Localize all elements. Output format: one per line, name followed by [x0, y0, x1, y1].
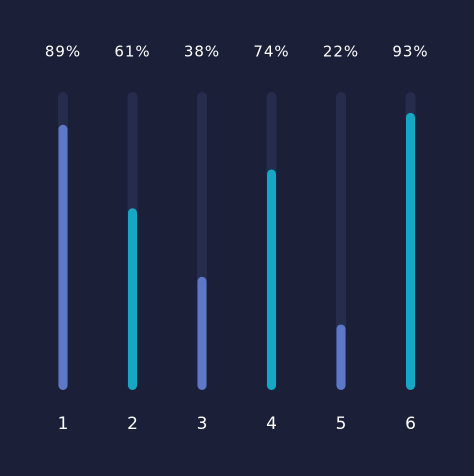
value-label: 38%	[184, 43, 220, 61]
bar	[336, 324, 346, 390]
bar	[406, 112, 415, 391]
x-tick-label: 5	[336, 414, 347, 434]
value-label: 89%	[45, 43, 81, 61]
x-tick-label: 6	[405, 414, 416, 434]
bar	[267, 169, 276, 390]
value-label: 61%	[114, 43, 150, 61]
x-tick-label: 2	[127, 414, 138, 434]
value-label: 22%	[323, 43, 359, 61]
value-label: 74%	[253, 43, 289, 61]
x-tick-label: 4	[266, 414, 277, 434]
x-tick-label: 1	[58, 414, 69, 434]
x-tick-label: 3	[197, 414, 208, 434]
bar	[128, 208, 137, 390]
value-label: 93%	[392, 43, 428, 61]
bar	[58, 124, 68, 390]
bar-track	[336, 92, 346, 390]
bar	[197, 276, 207, 390]
